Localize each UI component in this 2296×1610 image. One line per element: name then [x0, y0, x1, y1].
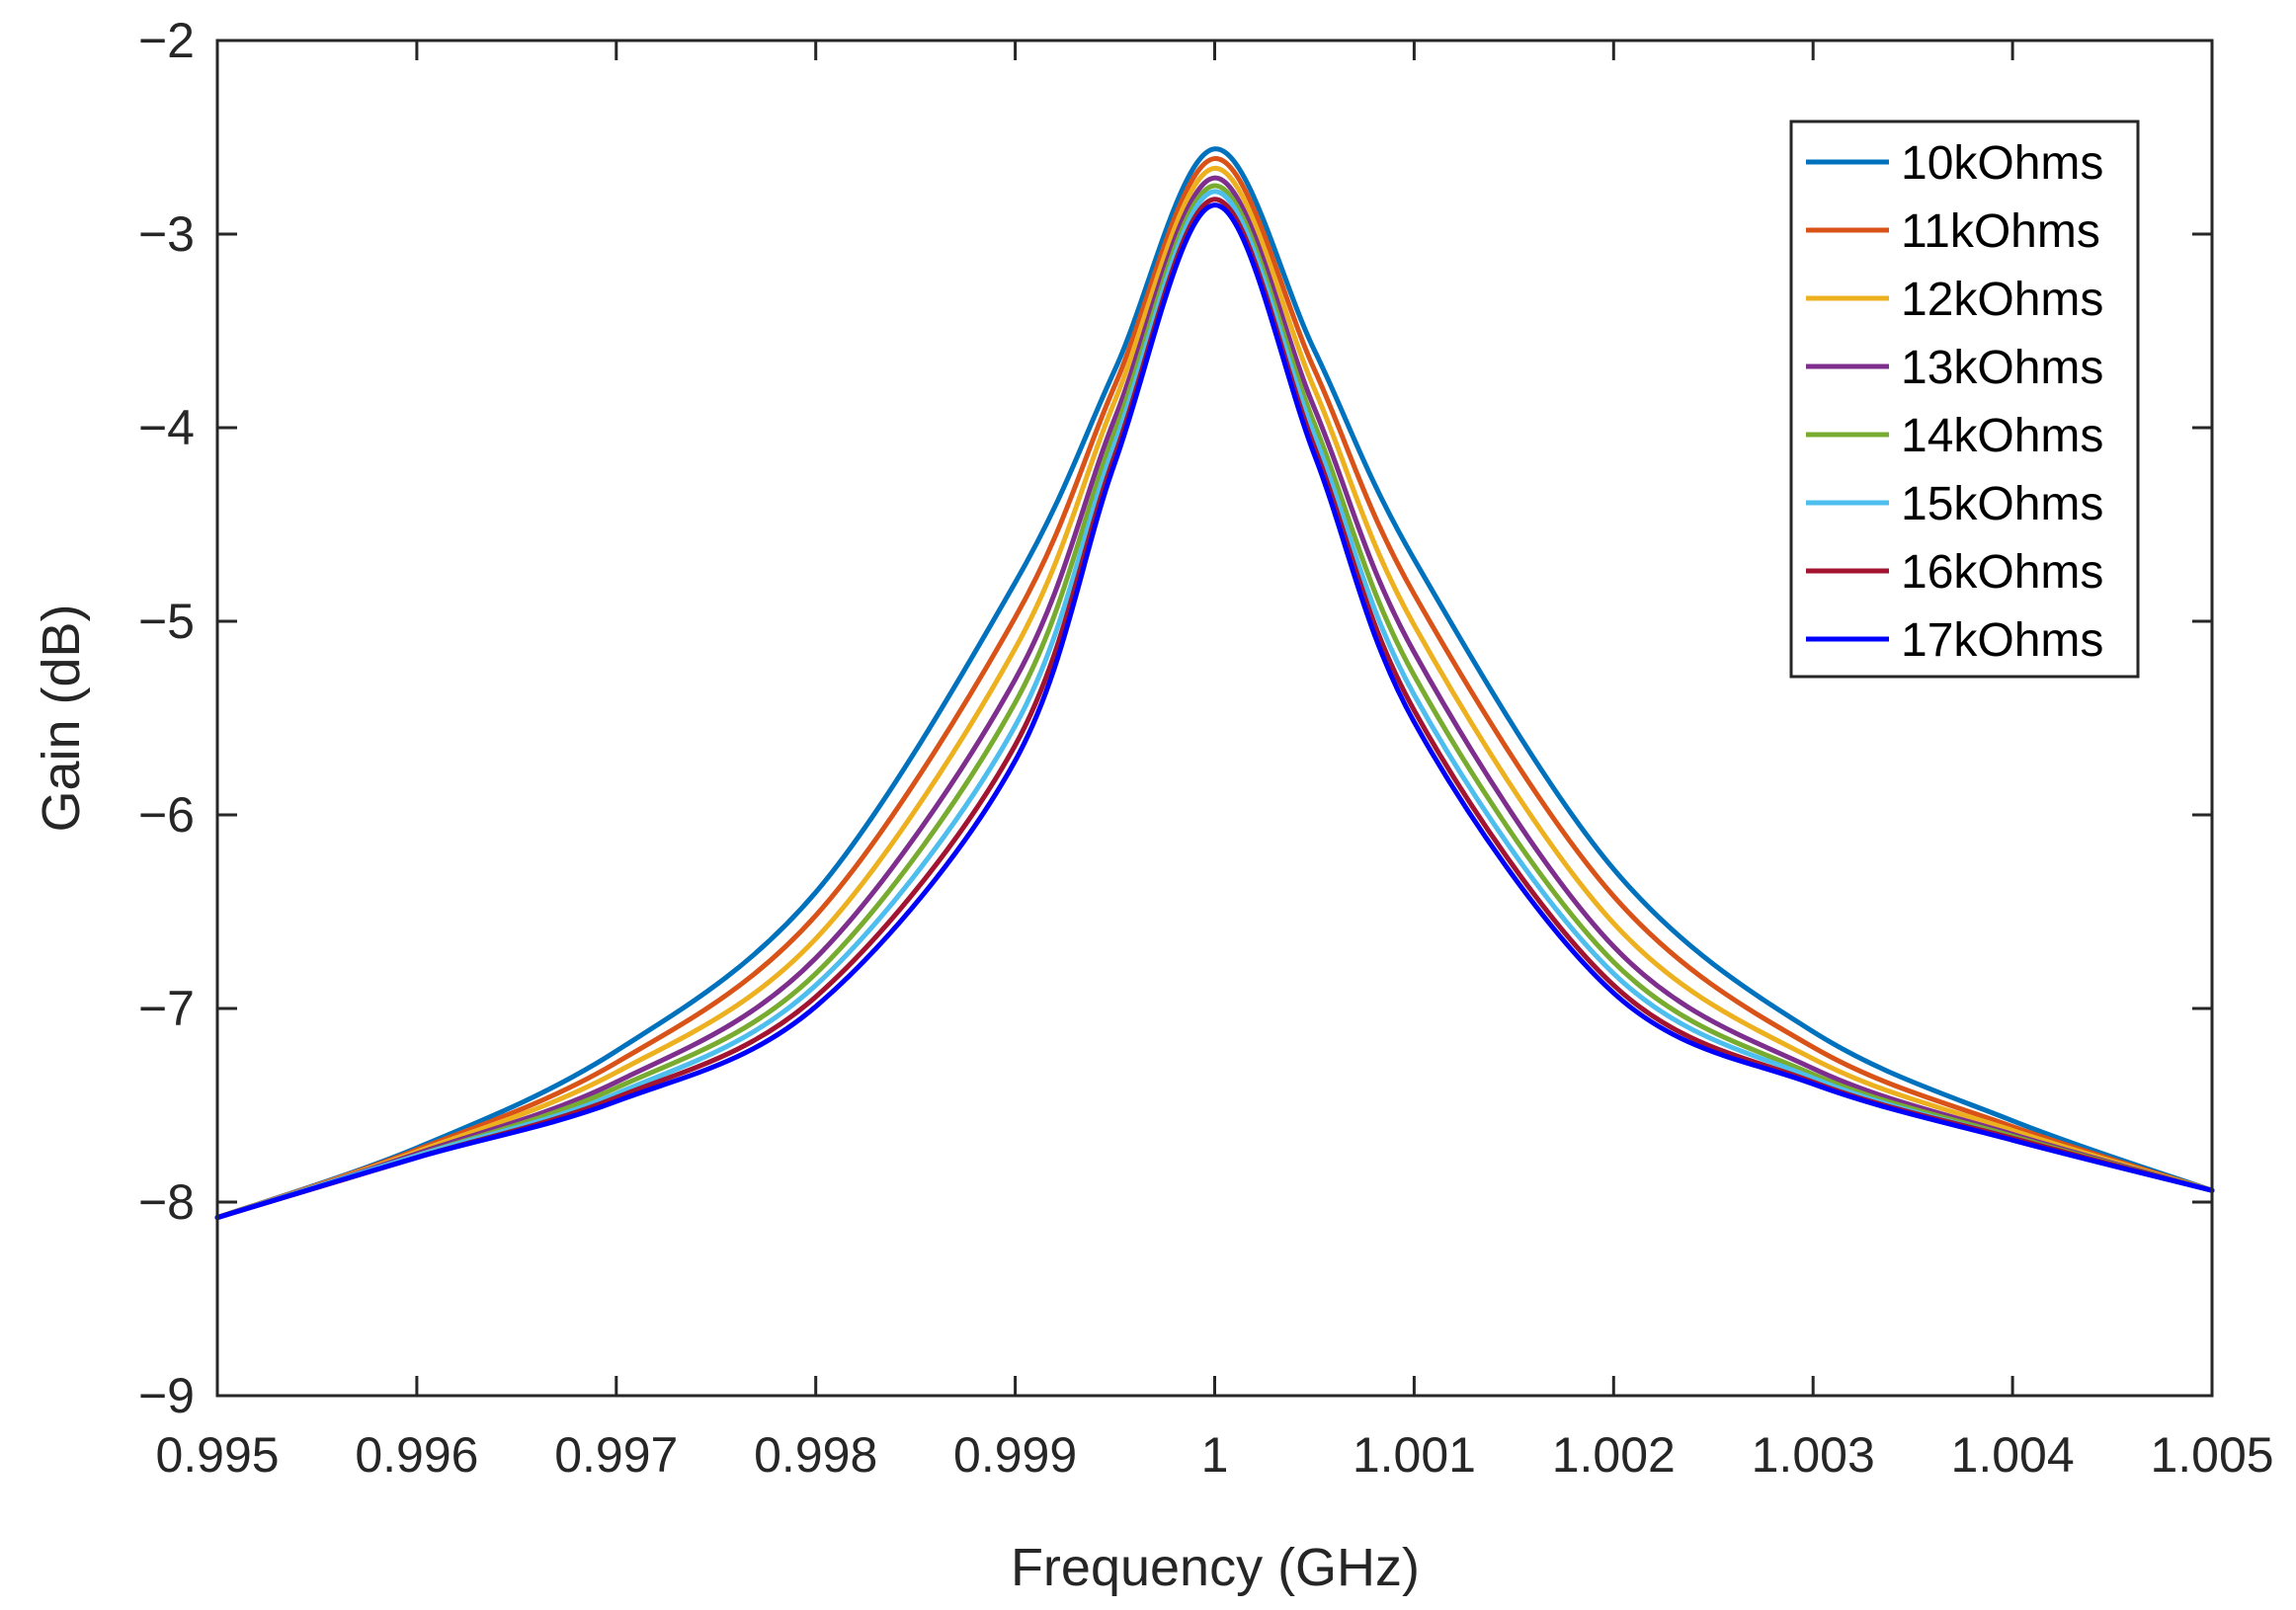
series-line-10kOhms [214, 146, 2215, 1221]
legend-label-12kOhms: 12kOhms [1901, 274, 2103, 326]
y-tick-label: −4 [138, 400, 195, 455]
x-tick-label: 0.996 [355, 1427, 478, 1483]
series-line-13kOhms [214, 175, 2215, 1221]
series-line-15kOhms [214, 189, 2215, 1221]
x-tick-label: 1.005 [2150, 1427, 2273, 1483]
x-tick-label: 1.004 [1951, 1427, 2075, 1483]
legend-box [1789, 120, 2140, 679]
y-axis-label: Gain (dB) [32, 604, 91, 832]
legend-label-11kOhms: 11kOhms [1901, 205, 2100, 258]
x-tick-label: 0.997 [554, 1427, 678, 1483]
legend: 10kOhms 11kOhms 12kOhms 13kOhms 14kOhms 15kOh… [1789, 120, 2140, 679]
x-tick-label: 1.002 [1552, 1427, 1676, 1483]
x-tick-label: 0.999 [953, 1427, 1077, 1483]
y-tick-label: −5 [138, 594, 195, 649]
legend-label-17kOhms: 17kOhms [1901, 614, 2103, 667]
x-tick-label: 0.998 [754, 1427, 877, 1483]
ticks-layer: 0.995 0.996 0.997 0.998 0.999 1 1.001 1.002 1.00… [138, 13, 2274, 1483]
series-line-11kOhms [214, 156, 2215, 1221]
x-tick-label: 0.995 [155, 1427, 279, 1483]
series-line-12kOhms [214, 165, 2215, 1221]
series-line-17kOhms [214, 202, 2215, 1221]
y-tick-label: −7 [138, 981, 195, 1036]
y-tick-label: −3 [138, 206, 195, 262]
y-tick-label: −6 [138, 787, 195, 843]
legend-label-10kOhms: 10kOhms [1901, 137, 2103, 190]
x-axis-label: Frequency (GHz) [1011, 1538, 1420, 1597]
x-tick-label: 1.001 [1353, 1427, 1476, 1483]
x-tick-label: 1.003 [1752, 1427, 1875, 1483]
series-line-14kOhms [214, 183, 2215, 1221]
y-tick-label: −2 [138, 13, 195, 68]
y-tick-label: −8 [138, 1174, 195, 1230]
legend-label-13kOhms: 13kOhms [1901, 342, 2103, 394]
legend-label-16kOhms: 16kOhms [1901, 546, 2103, 599]
series-layer [214, 146, 2215, 1221]
x-tick-label: 1 [1201, 1427, 1229, 1483]
legend-label-14kOhms: 14kOhms [1901, 410, 2103, 462]
legend-label-15kOhms: 15kOhms [1901, 478, 2103, 530]
y-tick-label: −9 [138, 1368, 195, 1423]
